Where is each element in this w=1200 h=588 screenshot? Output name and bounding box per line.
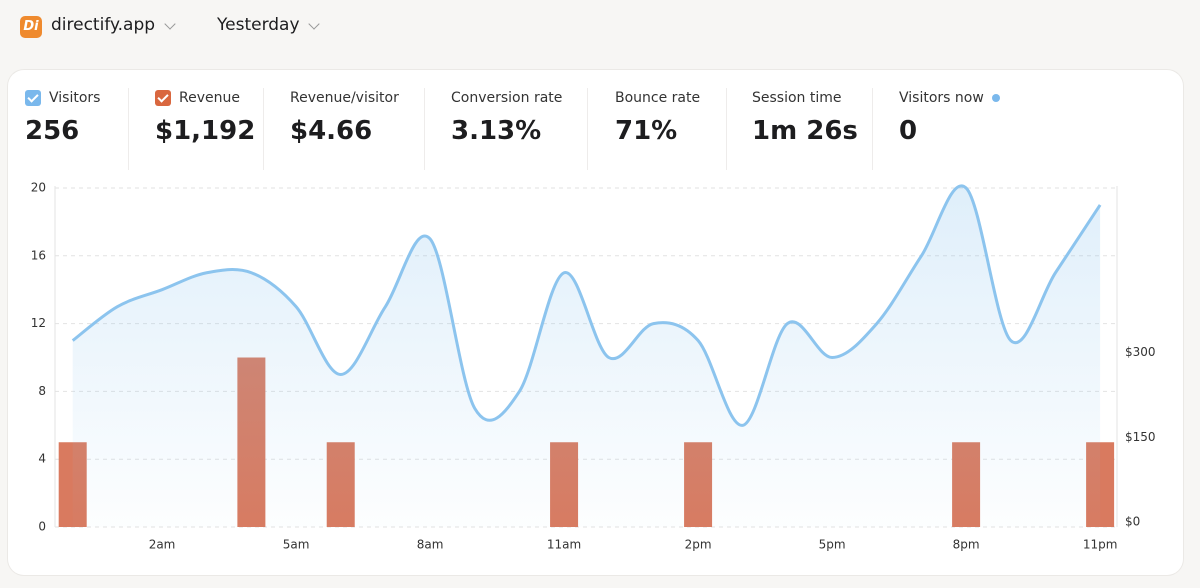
metric-label: Bounce rate: [615, 90, 701, 106]
y2-tick-label: $0: [1125, 515, 1140, 529]
x-tick-label: 5pm: [819, 538, 846, 552]
divider: [872, 88, 873, 170]
metric-label: Revenue: [179, 90, 240, 106]
metric-visitors-now: Visitors now: [899, 90, 1000, 106]
metric-value: 3.13%: [451, 116, 542, 146]
checkbox[interactable]: [25, 90, 41, 106]
metric-label: Conversion rate: [451, 90, 563, 106]
live-dot: [991, 94, 1000, 102]
y-tick-label: 12: [31, 316, 46, 330]
divider: [424, 88, 425, 170]
x-tick-label: 8pm: [953, 538, 980, 552]
area: [72, 185, 1101, 527]
x-tick-label: 5am: [283, 538, 310, 552]
metric-label: Revenue/visitor: [290, 90, 399, 106]
metric-label: Visitors now: [899, 90, 984, 106]
logo[interactable]: Di: [20, 16, 42, 38]
metric-value: 0: [899, 116, 918, 146]
y-tick-label: 16: [31, 248, 46, 262]
x-tick-label: 11pm: [1083, 538, 1118, 552]
line: [71, 184, 1102, 427]
x-tick-label: 2pm: [685, 538, 712, 552]
period-selector[interactable]: Yesterday: [217, 15, 300, 35]
checkbox[interactable]: [155, 90, 171, 106]
metric-label: Session time: [752, 90, 842, 106]
y-tick-label: 20: [31, 181, 46, 195]
divider: [587, 88, 588, 170]
metric-value: 256: [25, 116, 80, 146]
y2-tick-label: $300: [1125, 345, 1156, 359]
x-tick-label: 11am: [547, 538, 581, 552]
x-tick-label: 2am: [149, 538, 176, 552]
divider: [128, 88, 129, 170]
y-tick-label: 0: [38, 520, 46, 534]
y-tick-label: 4: [38, 452, 46, 466]
metric-value: $1,192: [155, 116, 256, 146]
metric-revenue[interactable]: Revenue: [155, 90, 240, 106]
site-selector[interactable]: directify.app: [51, 15, 156, 35]
metric-visitors[interactable]: Visitors: [25, 90, 100, 106]
y2-tick-label: $150: [1125, 430, 1156, 444]
metric-label: Visitors: [49, 90, 101, 106]
x-tick-label: 8am: [417, 538, 444, 552]
y-tick-label: 8: [38, 384, 46, 398]
metric-value: 71%: [615, 116, 678, 146]
metric-value: 1m 26s: [752, 116, 858, 146]
divider: [263, 88, 264, 170]
divider: [726, 88, 727, 170]
metric-value: $4.66: [290, 116, 373, 146]
